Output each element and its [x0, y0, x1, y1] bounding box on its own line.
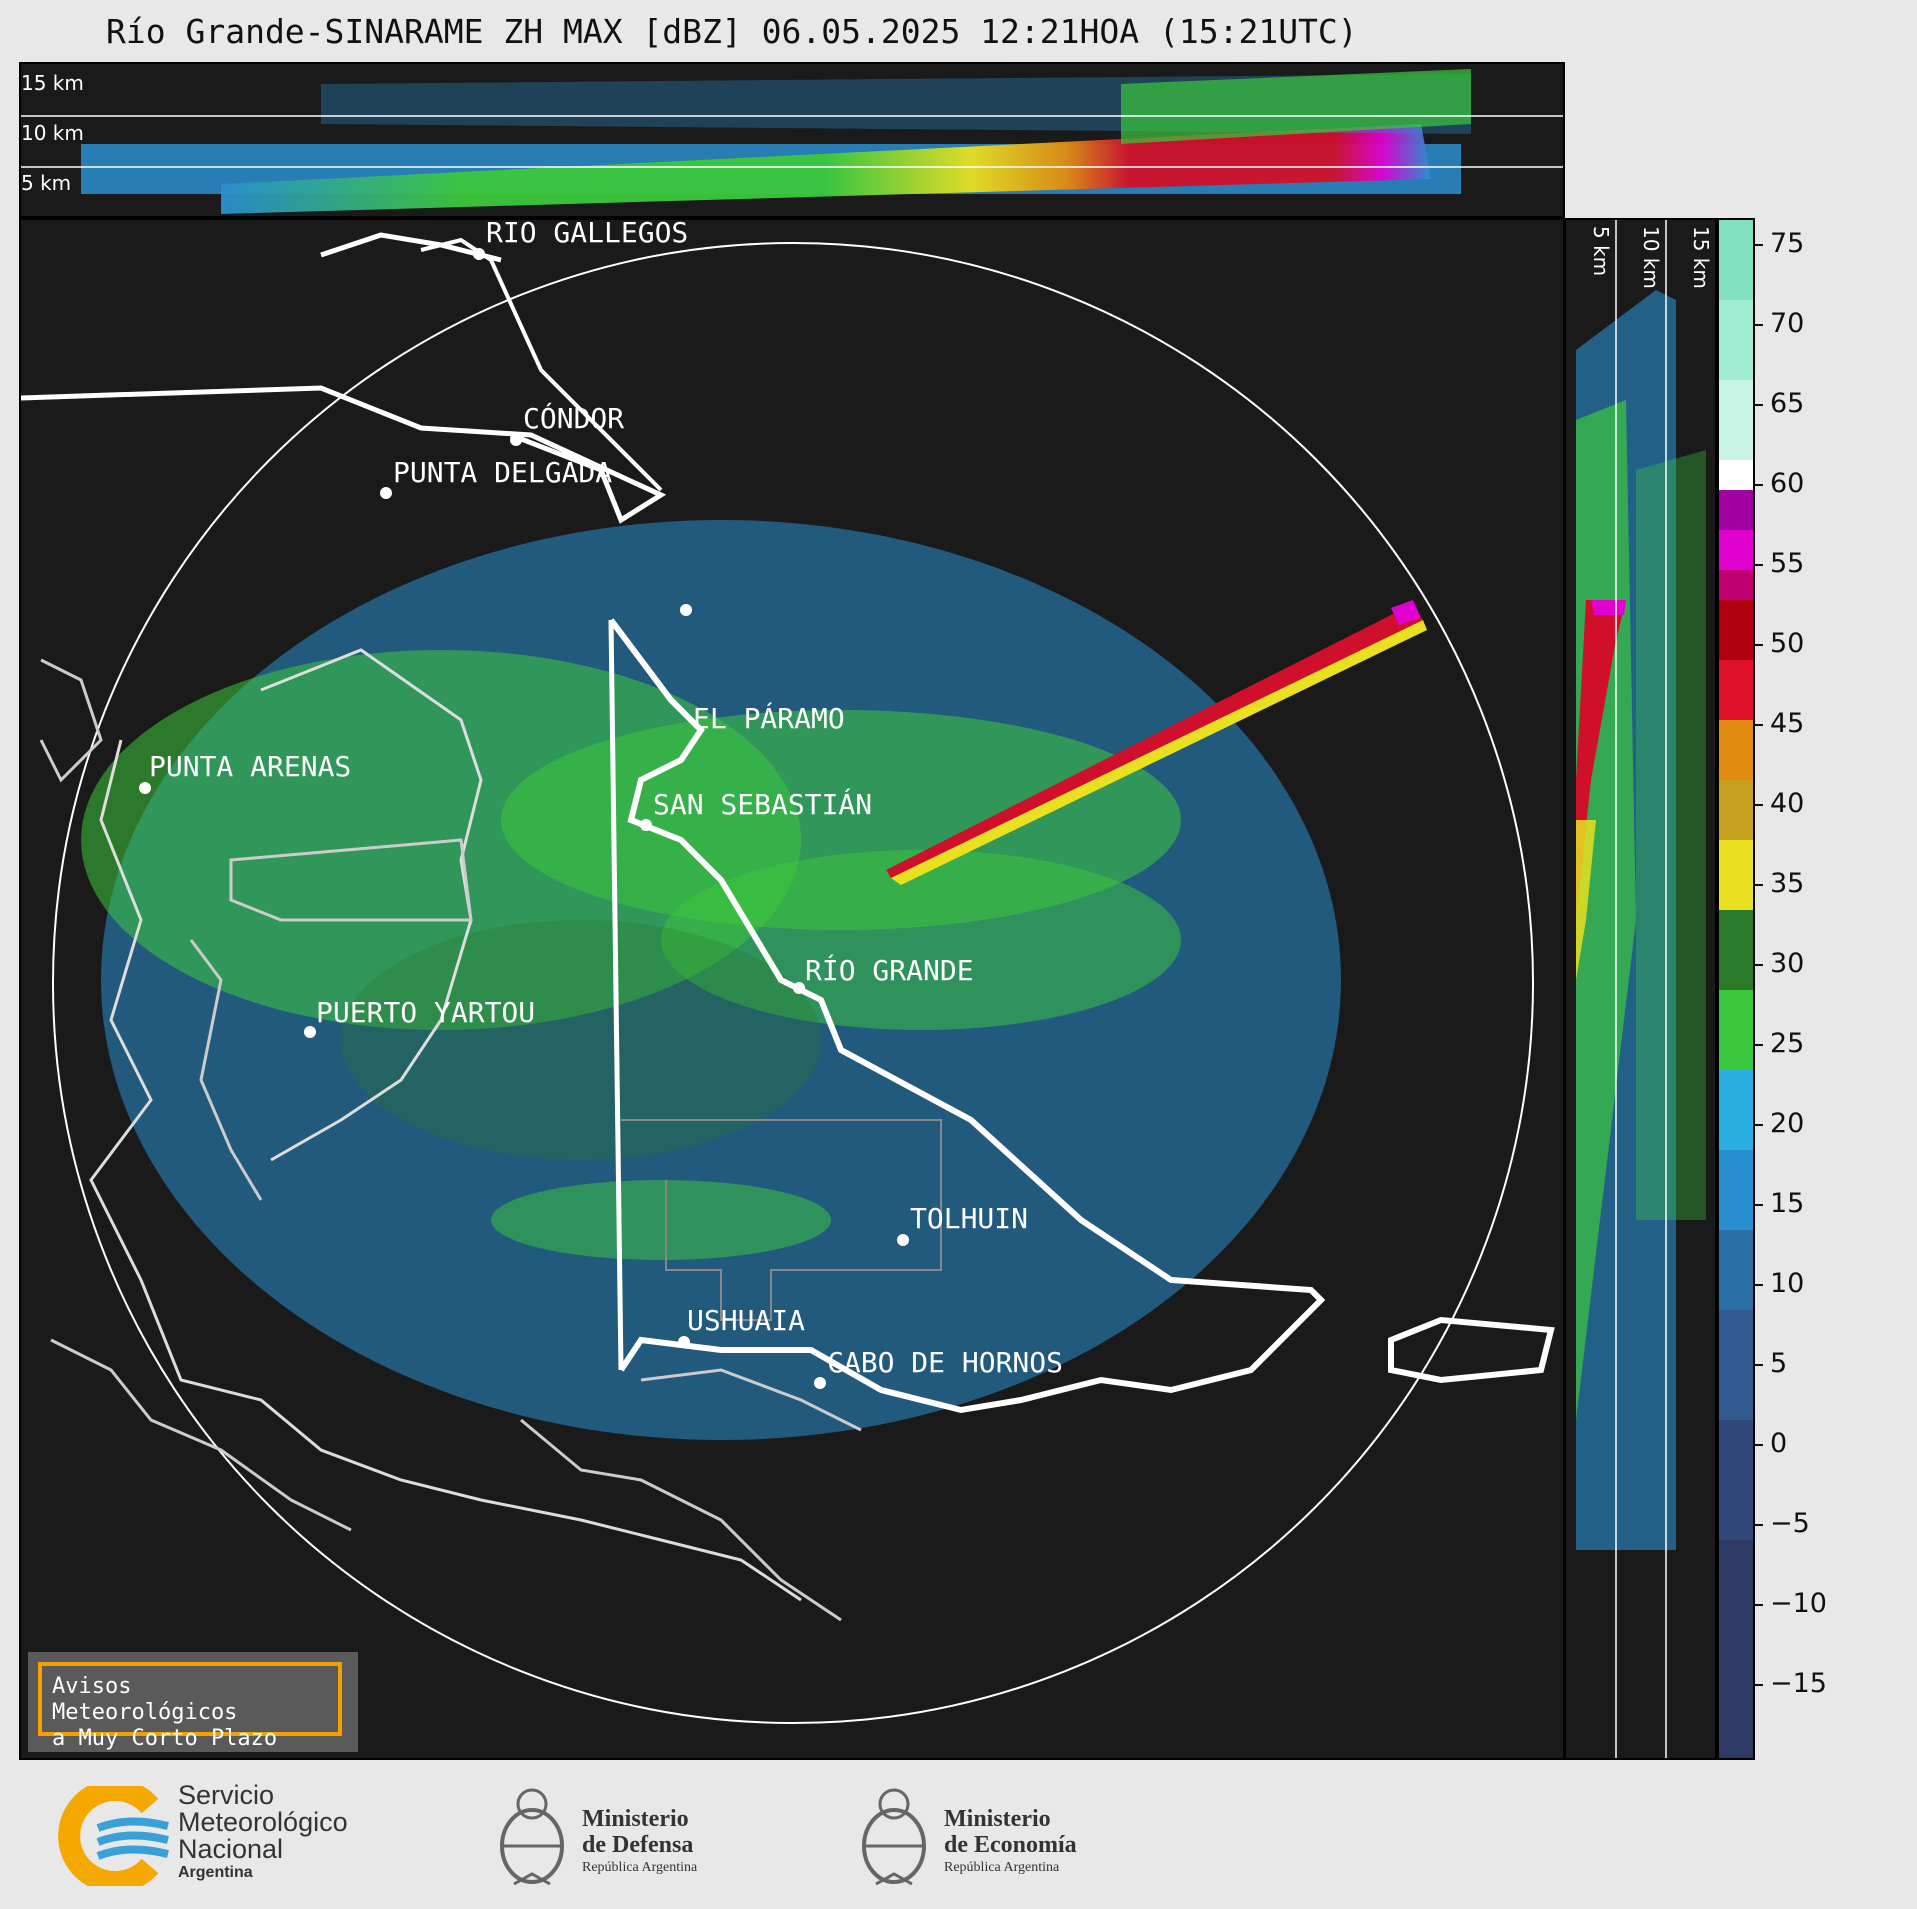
colorbar-label: 40 [1770, 788, 1805, 819]
place-punta-arenas: PUNTA ARENAS [149, 750, 351, 783]
place-markers [139, 248, 909, 1389]
colorbar-tick [1753, 1684, 1763, 1686]
aviso-line-2: a Muy Corto Plazo [52, 1726, 278, 1751]
place-condor: CÓNDOR [523, 401, 624, 435]
colorbar [1717, 218, 1755, 1760]
colorbar-label: 10 [1770, 1268, 1805, 1299]
colorbar-label: 35 [1770, 868, 1805, 899]
defensa-logo-text: Ministerio de Defensa República Argentin… [582, 1806, 698, 1875]
place-rio-gallegos: RÍO GALLEGOS [486, 220, 688, 249]
colorbar-tick [1753, 804, 1763, 806]
colorbar-label: 45 [1770, 708, 1805, 739]
colorbar-label: −15 [1770, 1668, 1827, 1699]
colorbar-label: 55 [1770, 548, 1805, 579]
economia-seal-icon [856, 1774, 932, 1894]
colorbar-label: 65 [1770, 388, 1805, 419]
colorbar-tick [1753, 1444, 1763, 1446]
aviso-line-1: Avisos Meteorológicos [52, 1674, 238, 1725]
side-km-label-15: 15 km [1689, 226, 1713, 289]
colorbar-tick [1753, 1044, 1763, 1046]
side-km-label-5: 5 km [1589, 226, 1613, 276]
top-km-label-15: 15 km [21, 71, 84, 95]
place-puerto-yartou: PUERTO YARTOU [316, 996, 535, 1029]
colorbar-label: 60 [1770, 468, 1805, 499]
smn-logo-icon [58, 1786, 178, 1886]
colorbar-label: 30 [1770, 948, 1805, 979]
colorbar-tick [1753, 1204, 1763, 1206]
colorbar-tick [1753, 724, 1763, 726]
top-cross-section: 15 km 10 km 5 km [19, 62, 1565, 218]
defensa-seal-icon [494, 1774, 570, 1894]
colorbar-tick [1753, 1124, 1763, 1126]
place-el-paramo: EL PÁRAMO [693, 701, 845, 735]
colorbar-tick [1753, 484, 1763, 486]
place-rio-grande: RÍO GRANDE [805, 953, 974, 987]
colorbar-tick [1753, 244, 1763, 246]
aviso-box: Avisos Meteorológicos a Muy Corto Plazo [28, 1652, 358, 1752]
colorbar-label: 75 [1770, 228, 1805, 259]
top-km-label-10: 10 km [21, 121, 84, 145]
colorbar-label: 50 [1770, 628, 1805, 659]
colorbar-label: 0 [1770, 1428, 1788, 1459]
radar-map: RÍO GALLEGOS CÓNDOR PUNTA DELGADA EL PÁR… [19, 218, 1565, 1760]
top-km-label-5: 5 km [21, 171, 71, 195]
place-punta-delgada: PUNTA DELGADA [393, 456, 612, 489]
smn-logo-text: Servicio Meteorológico Nacional Argentin… [178, 1780, 348, 1882]
colorbar-tick [1753, 644, 1763, 646]
colorbar-label: −10 [1770, 1588, 1827, 1619]
colorbar-tick [1753, 1284, 1763, 1286]
place-cabo-de-hornos: CABO DE HORNOS [827, 1346, 1063, 1379]
colorbar-tick [1753, 1604, 1763, 1606]
colorbar-tick [1753, 1364, 1763, 1366]
side-km-label-10: 10 km [1639, 226, 1663, 289]
colorbar-tick [1753, 564, 1763, 566]
colorbar-label: 25 [1770, 1028, 1805, 1059]
colorbar-label: 20 [1770, 1108, 1805, 1139]
colorbar-tick [1753, 884, 1763, 886]
colorbar-label: 70 [1770, 308, 1805, 339]
colorbar-label: 15 [1770, 1188, 1805, 1219]
colorbar-label: 5 [1770, 1348, 1788, 1379]
side-cross-section: 5 km 10 km 15 km [1564, 218, 1717, 1760]
colorbar-tick [1753, 1524, 1763, 1526]
economia-logo-text: Ministerio de Economía República Argenti… [944, 1806, 1077, 1875]
place-ushuaia: USHUAIA [687, 1304, 805, 1337]
colorbar-label: −5 [1770, 1508, 1810, 1539]
colorbar-tick [1753, 324, 1763, 326]
colorbar-tick [1753, 964, 1763, 966]
place-tolhuin: TOLHUIN [910, 1202, 1028, 1235]
colorbar-tick [1753, 404, 1763, 406]
place-san-sebastian: SAN SEBASTIÁN [653, 787, 872, 821]
